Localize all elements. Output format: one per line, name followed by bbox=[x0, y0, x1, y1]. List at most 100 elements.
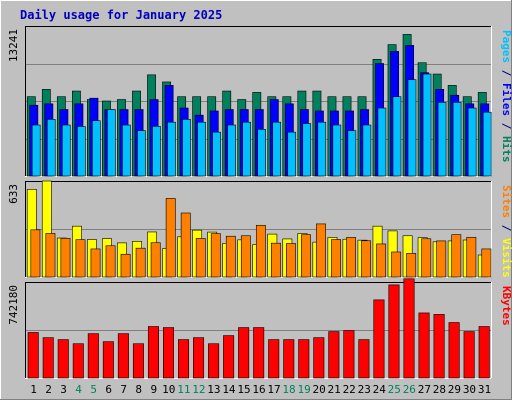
kbytes-bar bbox=[193, 337, 205, 379]
day-label: 15 bbox=[237, 383, 250, 396]
y-max-label: 742180 bbox=[7, 285, 20, 325]
pages-bar bbox=[122, 124, 131, 177]
pages-bar bbox=[182, 119, 191, 177]
day-label: 21 bbox=[328, 383, 341, 396]
series-legend: Pages / Files / Hits bbox=[500, 30, 512, 163]
day-label: 13 bbox=[207, 383, 220, 396]
kbytes-bar bbox=[57, 339, 69, 379]
y-max-label: 13241 bbox=[7, 29, 20, 62]
day-label: 6 bbox=[105, 383, 112, 396]
pages-bar bbox=[61, 124, 71, 177]
pages-bar bbox=[437, 102, 447, 177]
sites-bar bbox=[210, 233, 221, 278]
pages-bar bbox=[227, 124, 236, 177]
kbytes-bar bbox=[147, 326, 159, 379]
sites-bar bbox=[30, 229, 41, 278]
y-max-label: 633 bbox=[7, 184, 20, 204]
pages-bar bbox=[392, 96, 402, 177]
kbytes-bar bbox=[343, 330, 355, 379]
day-label: 29 bbox=[448, 383, 461, 396]
pages-bar bbox=[317, 121, 327, 177]
sites-bar bbox=[451, 234, 462, 278]
pages-bar bbox=[137, 130, 146, 177]
kbytes-bar bbox=[313, 337, 325, 379]
series-legend: KBytes bbox=[500, 286, 512, 326]
day-label: 31 bbox=[478, 383, 491, 396]
kbytes-bar bbox=[162, 327, 174, 379]
pages-bar bbox=[287, 131, 297, 177]
sites-bar bbox=[481, 248, 492, 278]
pages-bar bbox=[482, 111, 492, 177]
pages-bar bbox=[362, 124, 372, 177]
kbytes-panel: 742180 KBytes bbox=[7, 278, 512, 379]
kbytes-bar bbox=[358, 339, 370, 379]
pages-bar bbox=[422, 73, 432, 177]
sites-bar bbox=[286, 243, 296, 278]
kbytes-bar bbox=[418, 312, 430, 379]
legend-part: KBytes bbox=[500, 286, 512, 326]
sites-bar bbox=[301, 234, 311, 278]
sites-bar bbox=[331, 239, 341, 278]
day-label: 19 bbox=[297, 383, 310, 396]
pages-bar bbox=[167, 121, 176, 177]
sites-bar bbox=[466, 236, 477, 278]
kbytes-bar bbox=[223, 335, 235, 379]
kbytes-bar bbox=[478, 326, 490, 379]
legend-part: Hits bbox=[500, 136, 512, 163]
pages-bar bbox=[302, 123, 312, 177]
day-label: 18 bbox=[282, 383, 295, 396]
sites-bar bbox=[391, 251, 402, 278]
kbytes-bar bbox=[298, 339, 310, 379]
day-labels: 1 2 3 4 5 6 7 8 9 10 11 12 13 14 15 16 17 18 19 20 21 22 23 24 2… bbox=[30, 383, 491, 396]
pages-bar bbox=[242, 121, 251, 177]
sites-bar bbox=[240, 235, 251, 278]
sites-bar bbox=[180, 212, 191, 278]
sites-bar bbox=[316, 223, 326, 278]
pages-bar bbox=[77, 126, 86, 177]
day-label: 5 bbox=[90, 383, 97, 396]
chart-title: Daily usage for January 2025 bbox=[20, 8, 222, 22]
sites-bar bbox=[45, 233, 56, 278]
kbytes-bar bbox=[102, 341, 114, 379]
sites-bar bbox=[120, 253, 131, 278]
hits-files-pages-panel: 13241 Pages / Files / Hits bbox=[7, 26, 512, 177]
kbytes-bar bbox=[72, 343, 84, 379]
legend-part: Files bbox=[500, 83, 512, 116]
day-label: 14 bbox=[222, 383, 236, 396]
kbytes-bar bbox=[132, 343, 144, 379]
sites-bar bbox=[376, 243, 387, 278]
pages-bar bbox=[377, 107, 387, 177]
pages-bar bbox=[107, 109, 116, 177]
sites-bar bbox=[165, 198, 176, 278]
series-legend: Sites / Visits bbox=[500, 185, 512, 278]
kbytes-bar bbox=[87, 333, 99, 379]
sites-bar bbox=[346, 237, 356, 278]
legend-part: Pages bbox=[500, 30, 512, 63]
day-label: 22 bbox=[343, 383, 356, 396]
day-label: 10 bbox=[162, 383, 175, 396]
kbytes-bar bbox=[208, 343, 220, 379]
pages-bar bbox=[272, 121, 282, 177]
day-label: 1 bbox=[30, 383, 37, 396]
sites-bar bbox=[150, 242, 161, 278]
day-label: 2 bbox=[45, 383, 52, 396]
pages-bar bbox=[407, 79, 417, 177]
pages-bar bbox=[347, 130, 357, 177]
kbytes-bar bbox=[373, 299, 385, 379]
sites-bar bbox=[271, 242, 281, 278]
sites-visits-panel: 633 Sites / Visits bbox=[7, 180, 512, 278]
kbytes-bar bbox=[403, 278, 415, 379]
legend-part: / bbox=[500, 218, 512, 238]
sites-bar bbox=[195, 238, 206, 278]
pages-bar bbox=[46, 119, 56, 177]
kbytes-bar bbox=[268, 339, 280, 379]
day-label: 7 bbox=[120, 383, 127, 396]
sites-bar bbox=[436, 240, 447, 278]
day-label: 26 bbox=[403, 383, 416, 396]
sites-bar bbox=[105, 245, 116, 278]
day-label: 12 bbox=[192, 383, 205, 396]
day-label: 8 bbox=[135, 383, 142, 396]
day-label: 20 bbox=[313, 383, 326, 396]
day-label: 17 bbox=[267, 383, 280, 396]
